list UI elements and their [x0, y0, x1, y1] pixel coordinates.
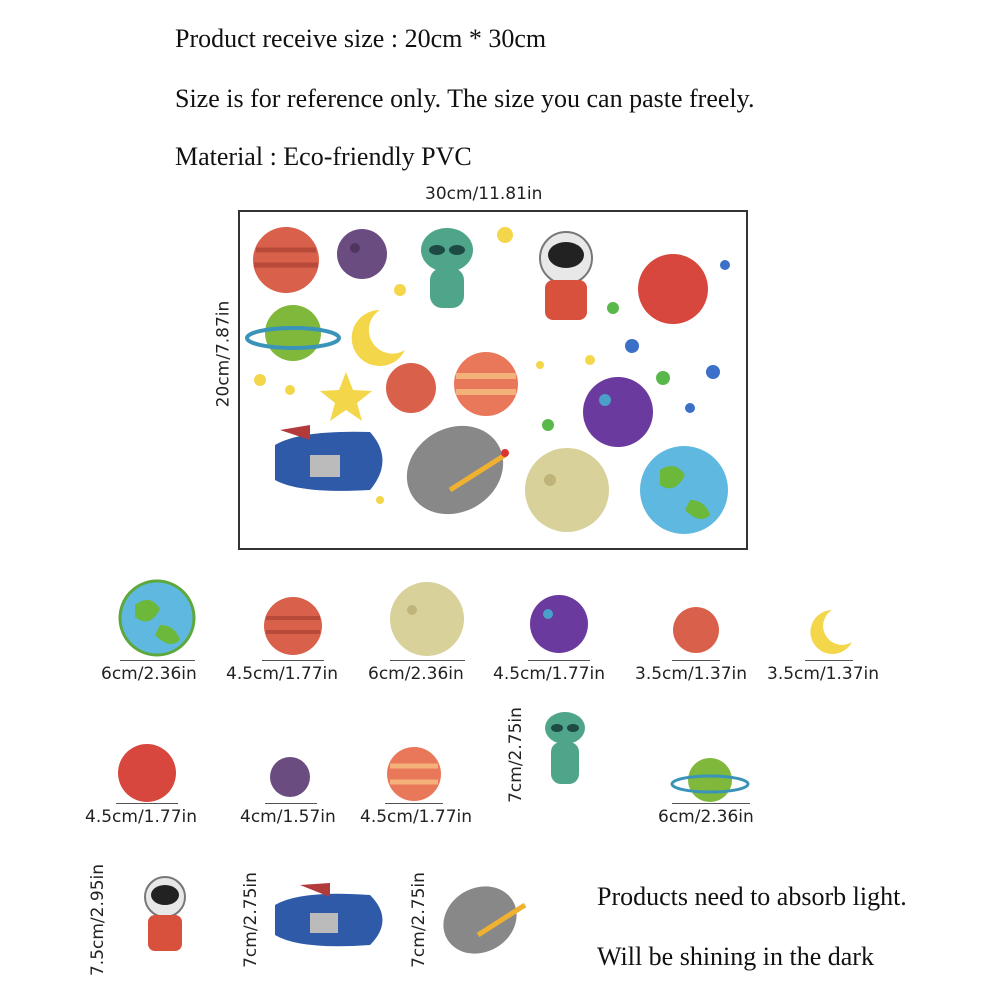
- piece-label-moon: 6cm/2.36in: [368, 664, 464, 684]
- material-text: Material : Eco-friendly PVC: [175, 142, 472, 171]
- piece-label-astronaut: 7.5cm/2.95in: [88, 863, 109, 977]
- absorb-light-note: Products need to absorb light.: [597, 882, 907, 911]
- piece-label-earth: 6cm/2.36in: [101, 664, 197, 684]
- dish-sheet: [406, 425, 509, 515]
- piece-label-striped-planet: 4.5cm/1.77in: [360, 807, 473, 827]
- sheet-width-label: 30cm/11.81in: [425, 184, 543, 204]
- rocket-sheet: [275, 425, 383, 491]
- piece-label-rocket: 7cm/2.75in: [240, 872, 261, 968]
- astronaut-piece: [144, 876, 186, 951]
- alien-piece: [545, 712, 585, 784]
- piece-label-small-red-planet: 3.5cm/1.37in: [635, 664, 748, 684]
- alien-sheet: [421, 228, 473, 308]
- dish-piece: [443, 886, 527, 954]
- piece-label-asteroid: 4cm/1.57in: [240, 807, 336, 827]
- piece-label-red-planet: 4.5cm/1.77in: [226, 664, 339, 684]
- rocket-piece: [275, 883, 383, 947]
- piece-label-purple-planet: 4.5cm/1.77in: [493, 664, 606, 684]
- sheet-stickers: [245, 227, 730, 534]
- piece-label-alien: 7cm/2.75in: [505, 707, 526, 803]
- astronaut-sheet: [539, 231, 593, 320]
- glow-in-dark-note: Will be shining in the dark: [597, 942, 874, 971]
- sticker-sheet: [238, 210, 748, 550]
- size-reference-text: Size is for reference only. The size you…: [175, 84, 755, 113]
- piece-label-crescent-moon: 3.5cm/1.37in: [767, 664, 880, 684]
- receive-size-text: Product receive size : 20cm * 30cm: [175, 24, 547, 53]
- piece-label-red-sun: 4.5cm/1.77in: [85, 807, 198, 827]
- piece-label-ringed-planet: 6cm/2.36in: [658, 807, 754, 827]
- piece-label-satellite-dish: 7cm/2.75in: [408, 872, 429, 968]
